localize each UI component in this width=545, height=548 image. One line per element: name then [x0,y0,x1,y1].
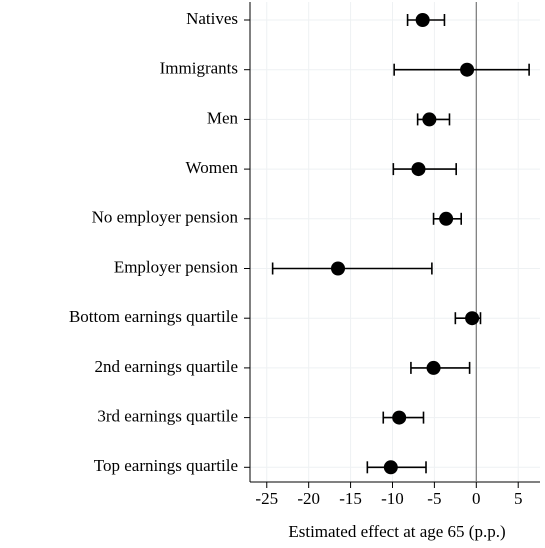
point [465,311,480,326]
x-tick-label: -10 [381,489,404,508]
x-axis-label: Estimated effect at age 65 (p.p.) [288,522,505,541]
x-tick-label: -20 [297,489,320,508]
x-tick-label: 0 [472,489,481,508]
point [411,162,426,177]
y-tick-label: Men [207,108,239,127]
y-tick-label: Women [186,158,239,177]
point [460,62,475,77]
y-tick-label: 3rd earnings quartile [97,407,238,426]
y-tick-label: Immigrants [160,59,238,78]
y-tick-label: Bottom earnings quartile [69,307,238,326]
point [383,460,398,475]
y-tick-label: Natives [186,9,238,28]
point [422,112,437,127]
x-tick-label: -5 [427,489,441,508]
y-tick-label: 2nd earnings quartile [94,357,238,376]
point [331,261,346,276]
point [415,13,430,27]
y-tick-label: No employer pension [92,208,239,227]
point [426,360,441,375]
point [439,211,454,226]
y-tick-label: Top earnings quartile [94,456,238,475]
x-tick-label: -15 [339,489,362,508]
x-tick-label: 5 [514,489,523,508]
y-tick-label: Employer pension [114,257,239,276]
point [392,410,407,425]
x-tick-label: -25 [255,489,278,508]
